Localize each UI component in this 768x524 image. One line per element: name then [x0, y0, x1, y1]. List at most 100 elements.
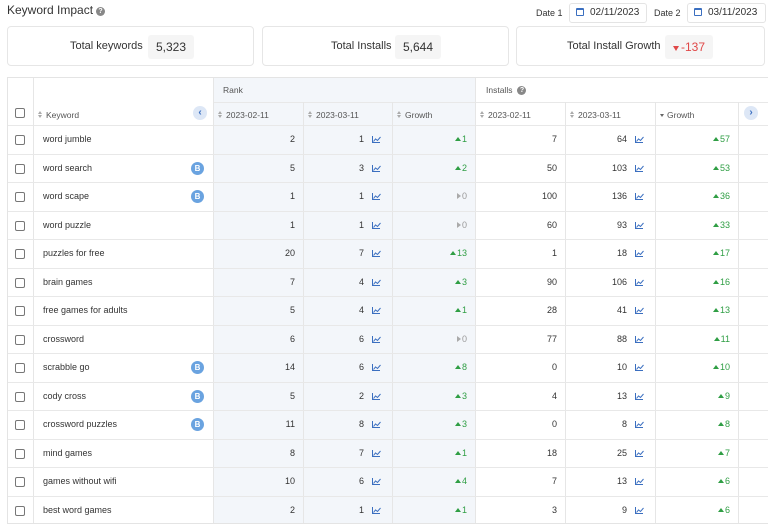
keyword-cell[interactable]: best word games: [43, 505, 112, 515]
row-checkbox[interactable]: [15, 278, 25, 288]
table-row[interactable]: games without wifi 10 6 4 7 13 6: [8, 468, 768, 497]
table-row[interactable]: word search B 5 3 2 50 103 53: [8, 155, 768, 184]
installs-chart-icon[interactable]: [635, 222, 643, 229]
trend-up-icon: [713, 365, 719, 369]
rank-growth-cell: 0: [427, 334, 467, 344]
col-header-installs-date2[interactable]: 2023-03-11: [570, 110, 621, 120]
installs-chart-icon[interactable]: [635, 250, 643, 257]
rank-chart-icon[interactable]: [372, 507, 380, 514]
installs-growth-cell: 17: [690, 248, 730, 258]
row-checkbox[interactable]: [15, 477, 25, 487]
table-row[interactable]: mind games 8 7 1 18 25 7: [8, 440, 768, 469]
rank-chart-icon[interactable]: [372, 478, 380, 485]
rank-chart-icon[interactable]: [372, 222, 380, 229]
rank-chart-icon[interactable]: [372, 250, 380, 257]
row-checkbox[interactable]: [15, 335, 25, 345]
rank-date1-cell: 5: [255, 305, 295, 315]
table-row[interactable]: word puzzle 1 1 0 60 93 33: [8, 212, 768, 241]
page-title-text: Keyword Impact: [7, 3, 93, 17]
row-checkbox[interactable]: [15, 363, 25, 373]
installs-chart-icon[interactable]: [635, 364, 643, 371]
rank-growth-value: 1: [462, 134, 467, 144]
brand-badge-icon: B: [191, 361, 204, 374]
row-checkbox[interactable]: [15, 164, 25, 174]
table-row[interactable]: best word games 2 1 1 3 9 6: [8, 497, 768, 524]
installs-chart-icon[interactable]: [635, 165, 643, 172]
col-header-rank-date1[interactable]: 2023-02-11: [218, 110, 269, 120]
rank-chart-icon[interactable]: [372, 307, 380, 314]
row-checkbox[interactable]: [15, 249, 25, 259]
date1-picker[interactable]: 02/11/2023: [569, 3, 647, 23]
keyword-cell[interactable]: crossword puzzles: [43, 419, 117, 429]
group-header-rank: Rank: [223, 85, 243, 95]
rank-date1-cell: 1: [255, 191, 295, 201]
keyword-cell[interactable]: word scape: [43, 191, 89, 201]
keyword-cell[interactable]: crossword: [43, 334, 84, 344]
installs-chart-icon[interactable]: [635, 136, 643, 143]
row-checkbox[interactable]: [15, 449, 25, 459]
installs-chart-icon[interactable]: [635, 336, 643, 343]
rank-chart-icon[interactable]: [372, 450, 380, 457]
row-checkbox[interactable]: [15, 192, 25, 202]
row-checkbox[interactable]: [15, 392, 25, 402]
keyword-cell[interactable]: puzzles for free: [43, 248, 105, 258]
installs-chart-icon[interactable]: [635, 193, 643, 200]
col-header-installs-growth[interactable]: Growth: [660, 110, 694, 120]
scroll-left-button[interactable]: ‹: [193, 106, 207, 120]
installs-chart-icon[interactable]: [635, 307, 643, 314]
trend-up-icon: [713, 280, 719, 284]
keyword-cell[interactable]: cody cross: [43, 391, 86, 401]
select-all-checkbox[interactable]: [15, 108, 25, 118]
table-row[interactable]: puzzles for free 20 7 13 1 18 17: [8, 240, 768, 269]
row-checkbox[interactable]: [15, 135, 25, 145]
col-header-rank-growth[interactable]: Growth: [397, 110, 432, 120]
rank-chart-icon[interactable]: [372, 421, 380, 428]
keyword-cell[interactable]: games without wifi: [43, 476, 117, 486]
table-row[interactable]: word jumble 2 1 1 7 64 57: [8, 126, 768, 155]
rank-date2-cell: 7: [324, 448, 364, 458]
date2-value: 03/11/2023: [708, 7, 757, 18]
table-row[interactable]: crossword puzzles B 11 8 3 0 8 8: [8, 411, 768, 440]
rank-chart-icon[interactable]: [372, 165, 380, 172]
date2-picker[interactable]: 03/11/2023: [687, 3, 766, 23]
rank-date1-cell: 6: [255, 334, 295, 344]
keyword-cell[interactable]: word jumble: [43, 134, 92, 144]
keyword-cell[interactable]: word puzzle: [43, 220, 91, 230]
installs-chart-icon[interactable]: [635, 478, 643, 485]
table-row[interactable]: free games for adults 5 4 1 28 41 13: [8, 297, 768, 326]
row-checkbox[interactable]: [15, 506, 25, 516]
rank-chart-icon[interactable]: [372, 193, 380, 200]
rank-chart-icon[interactable]: [372, 336, 380, 343]
trend-up-icon: [713, 194, 719, 198]
scroll-right-button[interactable]: ›: [744, 106, 758, 120]
keyword-cell[interactable]: scrabble go: [43, 362, 90, 372]
table-row[interactable]: word scape B 1 1 0 100 136 36: [8, 183, 768, 212]
rank-chart-icon[interactable]: [372, 136, 380, 143]
installs-chart-icon[interactable]: [635, 421, 643, 428]
rank-chart-icon[interactable]: [372, 364, 380, 371]
help-icon[interactable]: ?: [96, 7, 105, 16]
keyword-cell[interactable]: free games for adults: [43, 305, 128, 315]
installs-chart-icon[interactable]: [635, 393, 643, 400]
help-icon[interactable]: ?: [517, 86, 526, 95]
row-checkbox[interactable]: [15, 420, 25, 430]
rank-chart-icon[interactable]: [372, 279, 380, 286]
rank-chart-icon[interactable]: [372, 393, 380, 400]
table-row[interactable]: brain games 7 4 3 90 106 16: [8, 269, 768, 298]
table-row[interactable]: crossword 6 6 0 77 88 11: [8, 326, 768, 355]
keyword-cell[interactable]: word search: [43, 163, 92, 173]
sort-descending-icon: [660, 114, 664, 117]
installs-chart-icon[interactable]: [635, 279, 643, 286]
row-checkbox[interactable]: [15, 306, 25, 316]
col-header-installs-date1[interactable]: 2023-02-11: [480, 110, 531, 120]
col-header-keyword[interactable]: Keyword: [38, 110, 79, 120]
keyword-cell[interactable]: mind games: [43, 448, 92, 458]
installs-chart-icon[interactable]: [635, 450, 643, 457]
row-checkbox[interactable]: [15, 221, 25, 231]
table-row[interactable]: scrabble go B 14 6 8 0 10 10: [8, 354, 768, 383]
installs-chart-icon[interactable]: [635, 507, 643, 514]
col-header-rank-date2[interactable]: 2023-03-11: [308, 110, 359, 120]
trend-up-icon: [455, 479, 461, 483]
keyword-cell[interactable]: brain games: [43, 277, 93, 287]
table-row[interactable]: cody cross B 5 2 3 4 13 9: [8, 383, 768, 412]
